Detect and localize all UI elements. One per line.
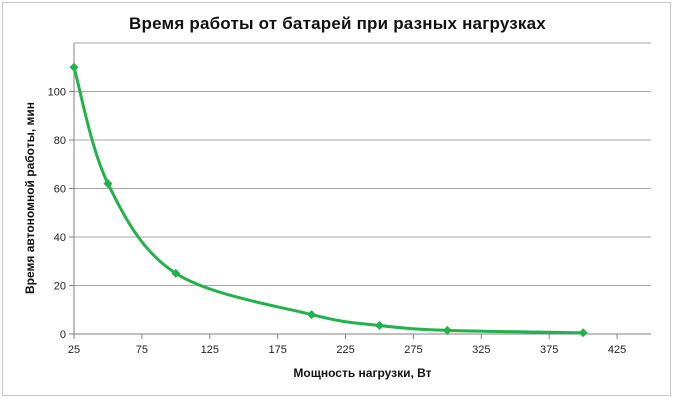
data-point-300 bbox=[442, 325, 452, 335]
y-tick-label-0: 0 bbox=[60, 329, 66, 341]
data-markers bbox=[69, 62, 588, 338]
data-point-50 bbox=[103, 179, 113, 189]
chart-title: Время работы от батарей при разных нагру… bbox=[129, 14, 546, 33]
y-axis-label: Время автономной работы, мин bbox=[23, 102, 37, 294]
x-tick-label-225: 225 bbox=[336, 344, 354, 356]
y-tick-label-100: 100 bbox=[48, 87, 66, 99]
x-tick-label-425: 425 bbox=[608, 344, 626, 356]
data-point-25 bbox=[69, 62, 79, 72]
data-point-100 bbox=[171, 268, 181, 278]
y-tick-label-60: 60 bbox=[54, 184, 66, 196]
grid-lines bbox=[74, 42, 651, 286]
axes bbox=[69, 43, 651, 339]
data-point-250 bbox=[374, 321, 384, 331]
x-tick-label-175: 175 bbox=[268, 344, 286, 356]
x-tick-label-25: 25 bbox=[68, 344, 80, 356]
data-point-400 bbox=[578, 328, 588, 338]
x-tick-labels: 25 75 125 175 225 275 325 375 425 bbox=[68, 344, 626, 356]
x-tick-label-375: 375 bbox=[540, 344, 558, 356]
chart-frame bbox=[2, 2, 671, 396]
data-point-200 bbox=[307, 310, 317, 320]
x-tick-label-75: 75 bbox=[136, 344, 148, 356]
x-axis-label: Мощность нагрузки, Вт bbox=[293, 366, 432, 380]
y-tick-label-20: 20 bbox=[54, 281, 66, 293]
series-line bbox=[72, 65, 585, 335]
y-tick-label-80: 80 bbox=[54, 135, 66, 147]
x-tick-label-275: 275 bbox=[404, 344, 422, 356]
y-tick-labels: 0 20 40 60 80 100 bbox=[48, 87, 66, 342]
y-tick-label-40: 40 bbox=[54, 232, 66, 244]
x-tick-label-125: 125 bbox=[201, 344, 219, 356]
x-tick-label-325: 325 bbox=[472, 344, 490, 356]
